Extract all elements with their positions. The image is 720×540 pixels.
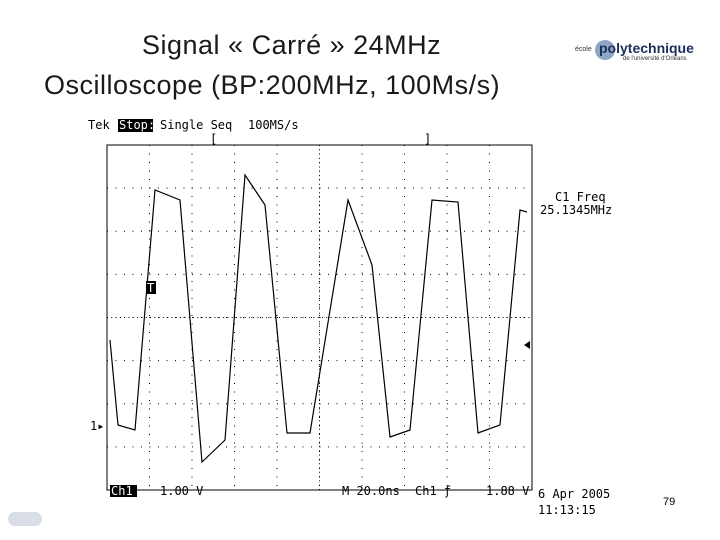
trigger-level: 1.88 V: [486, 484, 529, 498]
logo: école polytechnique de l'université d'Or…: [575, 38, 694, 68]
measure-value: 25.1345MHz: [540, 203, 612, 217]
waveform: [109, 173, 528, 464]
trigger-marker: T: [147, 281, 154, 295]
title: Oscilloscope (BP:200MHz, 100Ms/s): [44, 70, 501, 100]
measure-label: C1 Freq: [555, 190, 606, 204]
channel-box: [110, 485, 137, 497]
logo-main: polytechnique: [599, 40, 694, 56]
volts: 1.00 V: [160, 484, 203, 498]
graticule: [107, 145, 532, 490]
status: Stop:: [119, 118, 155, 132]
brand: Tek: [88, 118, 110, 132]
timebase: M 20.0ns: [342, 484, 400, 498]
logo-sub: de l'université d'Orléans: [623, 56, 687, 62]
title: Signal « Carré » 24MHz: [142, 30, 442, 60]
level-arrow: [524, 341, 530, 349]
channel: Ch1: [111, 484, 133, 498]
trigger-box: [146, 281, 156, 294]
trigger-source: Ch1 ƒ: [415, 484, 451, 498]
logo-small: école: [575, 46, 592, 53]
frame: [106, 144, 533, 491]
logo-circle: [595, 40, 615, 60]
footer-logo: [8, 512, 42, 526]
date: 6 Apr 2005: [538, 487, 610, 501]
time: 11:13:15: [538, 503, 596, 517]
status-box: [118, 119, 153, 132]
page-number: 79: [663, 496, 676, 508]
bracket: ]: [424, 132, 431, 146]
bracket: [: [210, 132, 217, 146]
channel-marker: 1▸: [90, 419, 104, 433]
rate: 100MS/s: [248, 118, 299, 132]
mode: Single Seq: [160, 118, 232, 132]
